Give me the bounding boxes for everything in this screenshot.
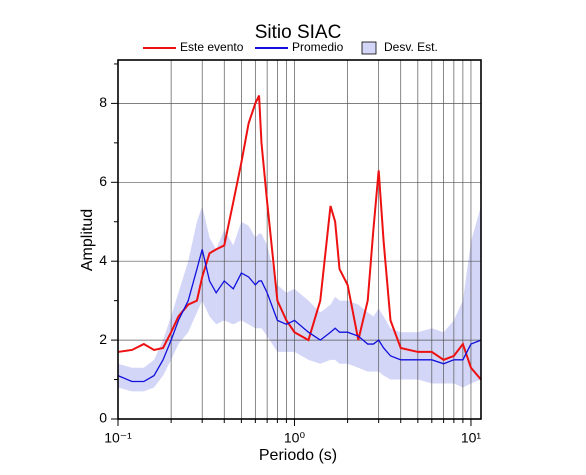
legend-label: Promedio <box>292 40 344 54</box>
y-tick-label: 6 <box>99 173 107 189</box>
y-tick-label: 2 <box>99 331 107 347</box>
legend-label: Desv. Est. <box>384 40 438 54</box>
x-axis-label: Periodo (s) <box>259 447 337 464</box>
legend-swatch <box>361 41 377 55</box>
plot-frame <box>117 59 482 420</box>
chart-title: Sitio SIAC <box>255 22 342 43</box>
legend-label: Este evento <box>180 40 244 54</box>
y-tick-label: 4 <box>99 252 107 268</box>
series-line <box>117 95 482 381</box>
std-band <box>118 205 481 392</box>
x-tick-label: 10⁻¹ <box>104 430 132 446</box>
y-tick-label: 0 <box>99 410 107 426</box>
x-tick-label: 10⁰ <box>284 430 306 446</box>
y-tick-label: 8 <box>99 94 107 110</box>
series-line <box>117 249 482 383</box>
y-axis-label: Amplitud <box>79 209 96 271</box>
x-tick-label: 10¹ <box>461 430 482 446</box>
